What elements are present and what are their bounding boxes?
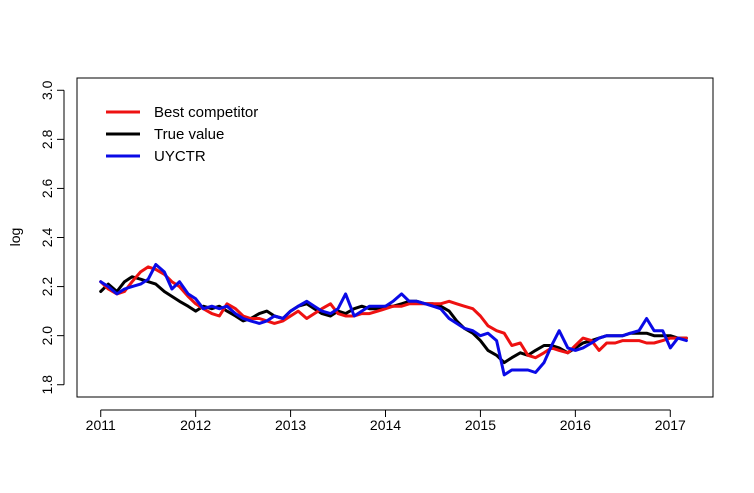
x-tick-label: 2013 [275,417,306,433]
y-tick-label: 2.0 [39,326,55,346]
plot-frame [76,77,714,398]
legend: Best competitor True value UYCTR [106,104,258,165]
x-tick-label: 2012 [180,417,211,433]
y-tick-label: 3.0 [39,80,55,100]
legend-label-best-competitor: Best competitor [154,104,258,121]
y-tick-label: 2.4 [39,228,55,248]
y-axis: 1.8 2.0 2.2 2.4 2.6 2.8 3.0 [39,80,65,395]
legend-label-true-value: True value [154,126,224,143]
y-tick-label: 2.6 [39,178,55,198]
x-tick-label: 2015 [465,417,496,433]
y-axis-label: log [7,228,23,247]
y-tick-label: 1.8 [39,375,55,395]
x-tick-label: 2014 [370,417,401,433]
series-line-uyctr [99,263,688,377]
series-layer [99,263,688,377]
x-axis: 2011 2012 2013 2014 2015 2016 2017 [86,409,686,433]
y-tick-label: 2.8 [39,129,55,149]
y-tick-label: 2.2 [39,277,55,297]
series-line-best-competitor [99,265,688,360]
legend-label-uyctr: UYCTR [154,148,206,165]
x-tick-label: 2011 [86,417,116,433]
x-tick-label: 2017 [655,417,686,433]
x-tick-label: 2016 [560,417,591,433]
